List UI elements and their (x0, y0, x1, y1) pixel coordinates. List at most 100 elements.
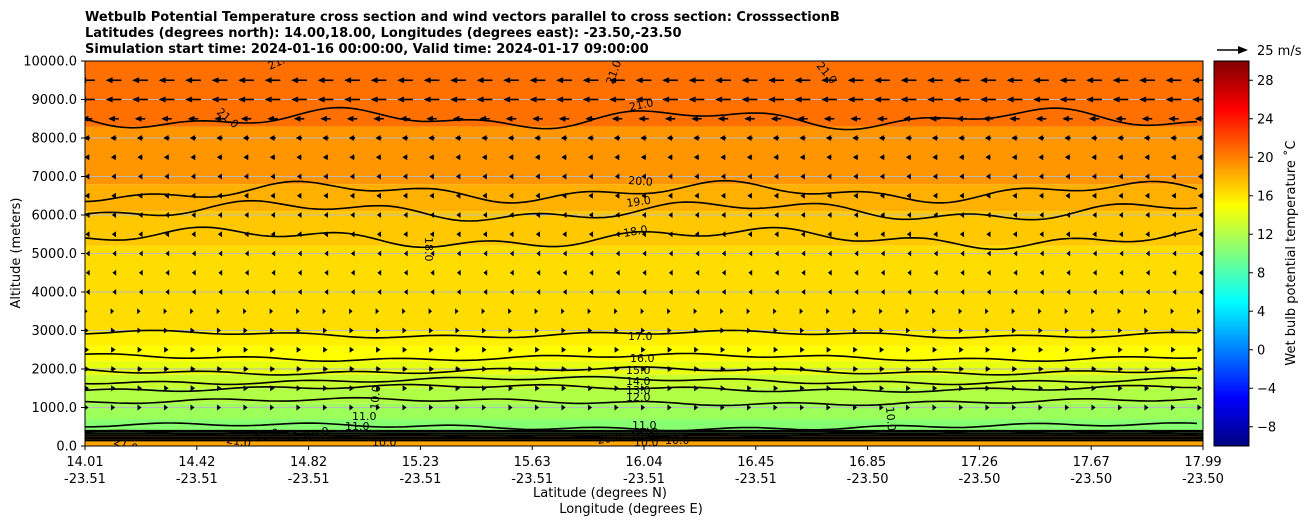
quiver-key-arrow-head (1238, 46, 1248, 54)
wind-vector (562, 289, 567, 295)
wind-vector (826, 366, 832, 372)
wind-vector-head (191, 269, 196, 276)
wind-vector-head (323, 212, 329, 218)
wind-vector-head (161, 115, 168, 122)
wind-vector (158, 77, 175, 84)
wind-vector-head (190, 192, 196, 199)
wind-vector (132, 96, 148, 103)
wind-vector-head (747, 385, 752, 392)
wind-vector (800, 212, 806, 218)
wind-vector (401, 135, 409, 141)
wind-vector (317, 77, 334, 84)
wind-vector (270, 212, 276, 218)
wind-vector (720, 154, 726, 161)
wind-vector (137, 366, 143, 372)
wind-vector (1145, 269, 1150, 276)
wind-vector-head (1197, 173, 1203, 180)
wind-vector (879, 173, 885, 180)
wind-vector (138, 250, 143, 257)
wind-vector-head (614, 154, 620, 161)
wind-vector-head (111, 212, 117, 218)
wind-vector-head (880, 269, 885, 276)
wind-vector-head (402, 404, 407, 411)
wind-vector-head (350, 269, 355, 276)
wind-vector-head (217, 385, 222, 392)
wind-vector-head (1144, 192, 1150, 199)
wind-vector (694, 212, 700, 218)
wind-vector (455, 366, 461, 372)
wind-vector-head (562, 289, 567, 295)
wind-vector (402, 192, 408, 199)
wind-vector (980, 77, 996, 84)
wind-vector-head (1198, 269, 1203, 276)
wind-vector-head (774, 212, 779, 218)
wind-vector-head (1118, 231, 1124, 238)
wind-vector-head (376, 346, 381, 353)
wind-vector-head (503, 77, 511, 84)
wind-vector (662, 96, 678, 103)
wind-vector-head (768, 77, 776, 84)
wind-vector-head (1033, 77, 1041, 84)
wind-vector-head (481, 327, 487, 334)
wind-vector (293, 115, 305, 122)
wind-vector (1118, 212, 1124, 218)
wind-vector-head (191, 250, 196, 257)
wind-vector (243, 404, 248, 411)
wind-vector-head (112, 269, 117, 276)
wind-vector-head (190, 404, 195, 411)
wind-vector-head (609, 96, 617, 103)
wind-vector-head (986, 231, 991, 238)
wind-vector (560, 135, 568, 141)
wind-vector-head (269, 154, 275, 161)
wind-vector (1144, 385, 1150, 392)
wind-vector (269, 154, 276, 161)
wind-vector-head (482, 173, 487, 180)
wind-vector-head (1038, 327, 1043, 334)
wind-vector-head (264, 96, 272, 103)
x-tick-label-lon: -23.50 (847, 472, 889, 487)
wind-vector-head (800, 212, 806, 218)
wind-vector (377, 269, 382, 276)
wind-vector-head (1145, 212, 1150, 218)
wind-vector (825, 135, 833, 141)
wind-vector (508, 192, 514, 199)
wind-vector-head (1170, 308, 1175, 315)
wind-vector (349, 192, 355, 199)
wind-vector (1145, 289, 1150, 295)
wind-vector (85, 269, 90, 276)
wind-vector-head (1038, 308, 1042, 315)
contour-label: 11.0 (345, 420, 370, 433)
wind-vector (297, 250, 302, 257)
wind-vector-head (137, 173, 143, 180)
wind-vector (826, 308, 830, 315)
wind-vector (640, 327, 646, 334)
wind-vector (695, 289, 700, 295)
wind-vector (1117, 327, 1123, 334)
wind-vector-head (615, 269, 620, 276)
wind-vector (112, 269, 117, 276)
wind-vector-head (953, 96, 961, 103)
wind-vector (640, 308, 645, 315)
wind-vector (1197, 404, 1202, 411)
wind-vector (747, 231, 753, 238)
wind-vector (508, 308, 512, 315)
wind-vector-head (217, 212, 223, 218)
wind-vector-head (429, 173, 434, 180)
wind-vector (190, 308, 194, 315)
wind-vector (874, 77, 890, 84)
wind-vector (958, 154, 965, 161)
wind-vector (509, 231, 514, 238)
wind-vector (927, 96, 943, 103)
wind-vector-head (1141, 115, 1149, 122)
wind-vector (953, 77, 970, 84)
contour-line (85, 179, 1198, 204)
wind-vector-head (535, 385, 540, 392)
wind-vector-head (1118, 192, 1123, 199)
wind-vector (110, 135, 117, 141)
wind-vector-head (799, 327, 805, 334)
wind-vector (1144, 366, 1150, 372)
wind-vector (721, 269, 726, 276)
wind-vector-head (323, 366, 329, 372)
wind-vector-head (746, 308, 751, 315)
wind-vector (772, 135, 780, 141)
